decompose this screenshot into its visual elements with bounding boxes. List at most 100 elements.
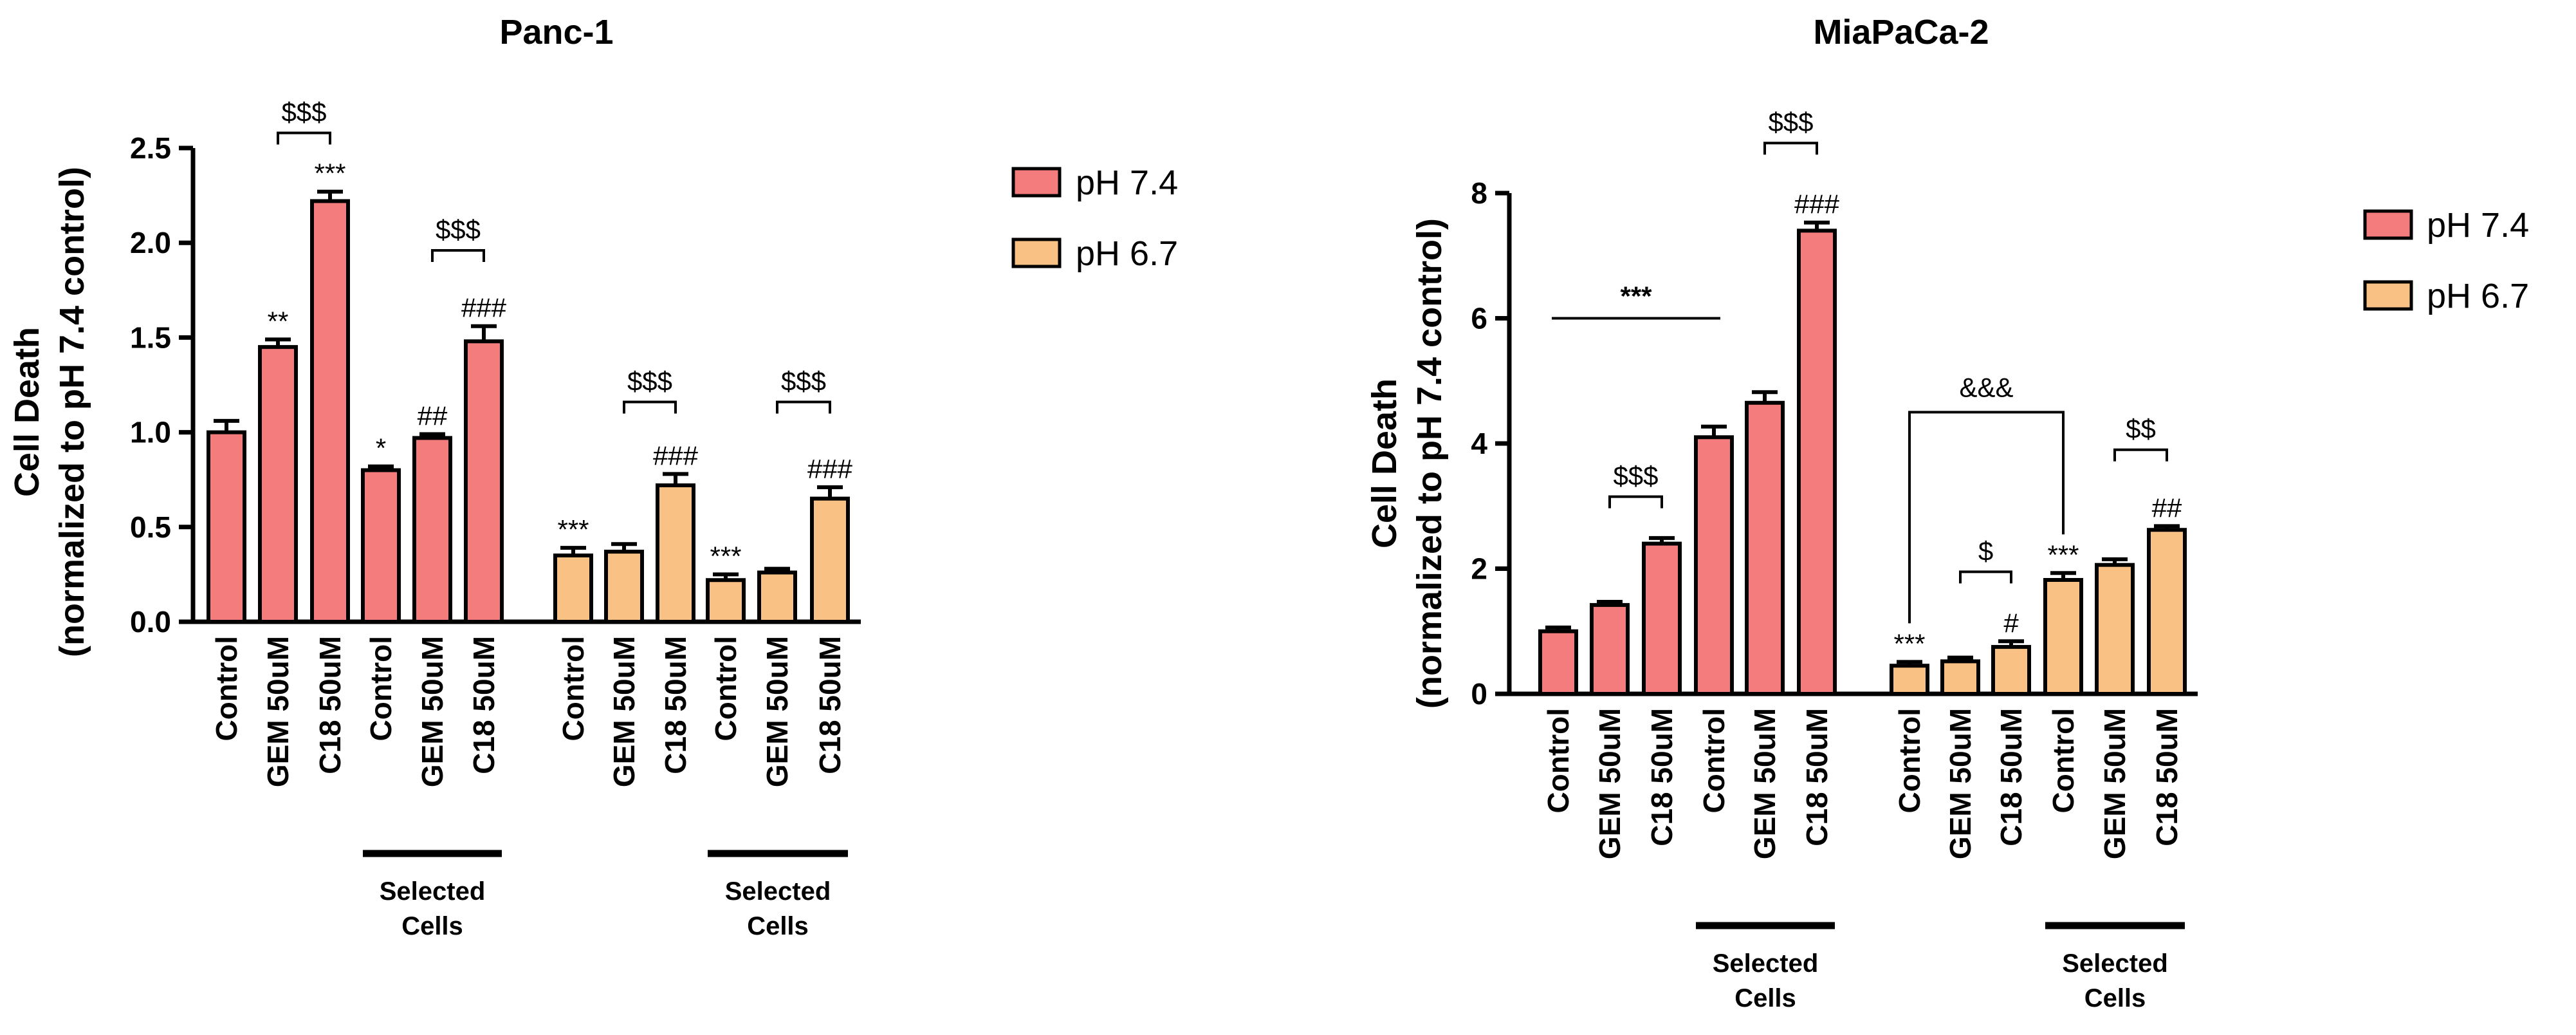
x-tick-label: Control [210, 636, 243, 741]
significance-label: *** [2047, 539, 2079, 570]
bar-ph-6-7-c18-50um [656, 483, 695, 624]
selected-cells-label: Selected [2062, 949, 2168, 978]
bar-ph-6-7-c18-50um [810, 496, 850, 624]
bar-ph-7-4-control [361, 468, 401, 624]
x-tick-label: Control [1697, 708, 1731, 814]
significance-label: *** [557, 514, 589, 545]
significance-label: # [2003, 608, 2019, 638]
x-tick-label: GEM 50uM [760, 636, 794, 787]
y-tick-label: 0 [1471, 677, 1487, 711]
legend-swatch-ph74 [1011, 167, 1062, 198]
bar-ph-6-7-control [706, 578, 746, 624]
panel-panc1: Panc-1 Cell Death (normalized to pH 7.4 … [8, 13, 861, 940]
bar-ph-7-4-control [207, 430, 246, 624]
significance-label: * [376, 433, 386, 463]
bar-ph-7-4-gem-50um [1590, 602, 1630, 696]
x-tick-label: Control [709, 636, 742, 741]
x-tick-label: GEM 50uM [607, 636, 641, 787]
comparison-bracket [1608, 495, 1663, 508]
significance-label: *** [1893, 628, 1925, 658]
bar-ph-7-4-gem-50um [1745, 400, 1785, 696]
x-tick-label: Control [1541, 708, 1575, 814]
significance-label: *** [710, 541, 741, 571]
bar-ph-6-7-gem-50um [2095, 563, 2135, 696]
comparison-label: $$$ [627, 366, 672, 396]
comparison-bracket [1763, 142, 1818, 155]
comparison-bracket [277, 131, 331, 145]
significance-label: ### [807, 454, 853, 484]
selected-cells-label: Cells [2084, 984, 2146, 1012]
significance-label: ### [653, 440, 699, 471]
comparison-label: *** [1620, 281, 1652, 312]
bar-ph-7-4-gem-50um [258, 345, 298, 624]
bar-ph-6-7-gem-50um [604, 550, 644, 624]
x-tick-label: GEM 50uM [261, 636, 295, 787]
y-tick-label: 2.5 [130, 131, 171, 165]
bar-ph-7-4-c18-50um [464, 339, 504, 624]
x-tick-label: C18 50uM [1994, 708, 2028, 846]
selected-cells-label: Cells [401, 912, 463, 940]
y-tick-label: 4 [1471, 427, 1487, 460]
legend-label-ph67: pH 6.7 [1076, 234, 1178, 273]
significance-label: ### [1794, 189, 1840, 219]
y-tick-label: 2 [1471, 552, 1487, 586]
x-tick-label: C18 50uM [1645, 708, 1679, 846]
comparison-bracket [776, 400, 831, 414]
panel-miapaca2: MiaPaCa-2 Cell Death (normalized to pH 7… [1365, 13, 2198, 1012]
selected-cells-label: Selected [725, 877, 831, 906]
y-tick-label: 0.0 [130, 605, 171, 639]
x-tick-label: C18 50uM [813, 636, 847, 774]
y-axis-label-sub: (normalized to pH 7.4 control) [1410, 218, 1449, 709]
legend-panc1: pH 7.4 pH 6.7 [1011, 163, 1178, 273]
comparison-bracket [2113, 448, 2168, 462]
bar-ph-6-7-control [553, 553, 593, 624]
legend-label-ph67: pH 6.7 [2427, 277, 2529, 315]
comparison-bracket [431, 248, 485, 262]
legend-miapaca2: pH 7.4 pH 6.7 [2363, 206, 2529, 315]
y-tick-label: 1.0 [130, 416, 171, 449]
bar-ph-6-7-gem-50um [757, 570, 797, 624]
comparison-label: $$$ [1768, 107, 1813, 137]
y-tick-label: 0.5 [130, 510, 171, 544]
comparison-label: $$ [2126, 414, 2156, 444]
x-tick-label: C18 50uM [467, 636, 501, 774]
comparison-label: $$$ [436, 214, 481, 245]
comparison-label: $$$ [1613, 461, 1658, 491]
selected-cells-label: Selected [380, 877, 486, 906]
bar-ph-6-7-control [2043, 578, 2083, 696]
bar-ph-7-4-c18-50um [1642, 541, 1682, 696]
significance-label: ** [268, 306, 289, 336]
legend-swatch-ph67 [1011, 238, 1062, 268]
x-tick-label: C18 50uM [313, 636, 347, 774]
comparison-bracket [1908, 411, 2065, 624]
y-tick-label: 8 [1471, 176, 1487, 210]
y-axis-label-sub: (normalized to pH 7.4 control) [53, 167, 91, 657]
bar-ph-6-7-gem-50um [1940, 659, 1980, 696]
bar-ph-6-7-control [1890, 664, 1929, 696]
x-tick-label: GEM 50uM [416, 636, 449, 787]
comparison-label: &&& [1959, 372, 2013, 402]
comparison-bracket [1959, 570, 2012, 584]
legend-label-ph74: pH 7.4 [2427, 206, 2529, 245]
x-tick-label: Control [2047, 708, 2080, 814]
legend-swatch-ph67 [2363, 280, 2413, 311]
comparison-bracket [623, 400, 677, 414]
x-tick-label: C18 50uM [1800, 708, 1834, 846]
x-tick-label: Control [364, 636, 398, 741]
y-axis-label: Cell Death [8, 327, 46, 497]
bar-ph-6-7-c18-50um [1991, 645, 2031, 696]
bar-ph-7-4-gem-50um [412, 436, 452, 624]
x-tick-label: GEM 50uM [1593, 708, 1626, 859]
comparison-label: $ [1978, 536, 1993, 566]
y-axis-label: Cell Death [1365, 378, 1404, 548]
x-tick-label: C18 50uM [2150, 708, 2184, 846]
chart-title: MiaPaCa-2 [1813, 13, 1989, 51]
y-tick-label: 6 [1471, 302, 1487, 335]
selected-cells-label: Cells [747, 912, 809, 940]
comparison-label: $$$ [781, 366, 826, 396]
x-tick-label: GEM 50uM [1748, 708, 1781, 859]
bar-ph-7-4-control [1538, 629, 1578, 696]
x-tick-label: GEM 50uM [1944, 708, 1977, 859]
bar-ph-7-4-c18-50um [310, 199, 350, 624]
